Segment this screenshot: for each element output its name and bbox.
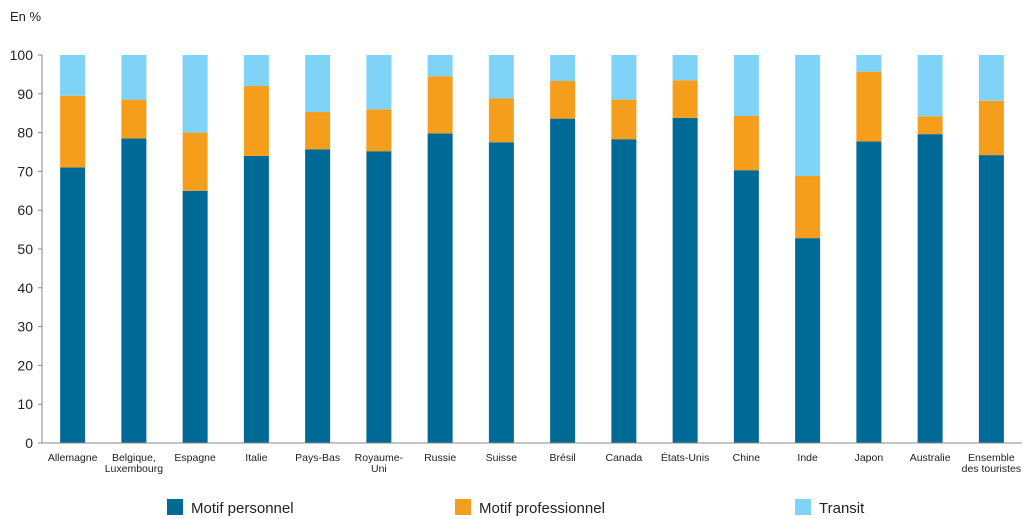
bar-segment-3: [733, 55, 759, 116]
x-tick-label: Brésil: [549, 452, 575, 464]
bar-segment-3: [60, 55, 86, 96]
bar-segment-3: [488, 55, 514, 99]
bar-segment-3: [550, 55, 576, 81]
bar-segment-1: [305, 149, 331, 443]
bar-segment-3: [611, 55, 637, 100]
x-tick-label: Australie: [910, 452, 951, 464]
x-axis: Allemagne Belgique, Luxembourg Espagne Itali…: [42, 442, 1022, 475]
y-tick-label: 40: [17, 280, 33, 296]
bars: [60, 55, 1004, 444]
x-tick-label: Allemagne: [48, 452, 98, 464]
legend-label: Transit: [819, 500, 865, 517]
bar-segment-1: [121, 138, 147, 444]
y-tick-label: 60: [17, 202, 33, 218]
legend-label: Motif personnel: [191, 500, 294, 517]
x-tick-label: Canada: [605, 452, 642, 464]
bar-segment-1: [366, 151, 392, 443]
y-tick-label: 0: [25, 435, 33, 451]
bar-segment-1: [795, 238, 821, 443]
bar-segment-2: [856, 71, 882, 142]
bar-segment-3: [182, 55, 208, 133]
y-tick-label: 50: [17, 241, 33, 257]
bar-segment-3: [121, 55, 147, 100]
bar-segment-1: [672, 117, 698, 444]
bar-segment-3: [427, 55, 453, 77]
legend-swatch: [167, 499, 183, 515]
bar-segment-2: [305, 112, 331, 150]
legend-swatch: [795, 499, 811, 515]
x-tick-label: Chine: [733, 452, 761, 464]
y-tick-label: 10: [17, 396, 33, 412]
bar-segment-2: [121, 99, 147, 139]
x-tick-label: Belgique, Luxembourg: [105, 452, 164, 475]
y-tick-label: 90: [17, 86, 33, 102]
bar-segment-2: [550, 81, 576, 119]
bar-segment-2: [672, 80, 698, 118]
bar-segment-3: [366, 55, 392, 110]
bar-segment-1: [427, 133, 453, 443]
legend-item: Motif professionnel: [455, 499, 605, 517]
legend-label: Motif professionnel: [479, 500, 605, 517]
bar-segment-2: [917, 116, 943, 135]
bar-segment-2: [488, 98, 514, 143]
bar-segment-1: [60, 167, 86, 443]
bar-segment-1: [733, 170, 759, 444]
y-tick-label: 80: [17, 125, 33, 141]
bar-segment-1: [978, 155, 1004, 443]
bar-segment-2: [60, 95, 86, 168]
bar-segment-1: [856, 141, 882, 443]
bar-segment-3: [243, 55, 269, 87]
x-tick-label: Inde: [797, 452, 818, 464]
x-tick-label: Italie: [245, 452, 267, 464]
bar-segment-2: [733, 115, 759, 171]
x-tick-label: Russie: [424, 452, 456, 464]
y-tick-label: 30: [17, 319, 33, 335]
bar-segment-3: [672, 55, 698, 81]
bar-segment-2: [243, 86, 269, 156]
y-tick-label: 100: [10, 47, 34, 63]
legend: Motif personnel Motif professionnel Transi…: [167, 499, 865, 517]
bar-segment-3: [917, 55, 943, 117]
bar-segment-1: [243, 155, 269, 443]
bar-segment-2: [182, 132, 208, 191]
bar-segment-3: [856, 55, 882, 72]
bar-segment-1: [550, 118, 576, 443]
x-tick-label: Ensemble des touristes: [962, 452, 1022, 475]
x-tick-label: Pays-Bas: [295, 452, 340, 464]
legend-swatch: [455, 499, 471, 515]
x-tick-label: Royaume-Uni: [355, 452, 404, 475]
x-tick-label: Japon: [855, 452, 884, 464]
y-axis: 0 10 20 30 40 50 60 70 80 90 100: [10, 47, 43, 451]
bar-segment-1: [488, 142, 514, 444]
bar-segment-2: [978, 100, 1004, 156]
bar-segment-3: [795, 55, 821, 177]
legend-item: Transit: [795, 499, 865, 517]
y-tick-label: 20: [17, 357, 33, 373]
x-tick-label: Suisse: [486, 452, 518, 464]
bar-segment-3: [305, 55, 331, 113]
x-tick-label: États-Unis: [661, 451, 709, 464]
bar-segment-2: [795, 176, 821, 239]
bar-segment-1: [917, 134, 943, 443]
legend-item: Motif personnel: [167, 499, 294, 517]
bar-segment-2: [366, 109, 392, 152]
bar-segment-1: [611, 139, 637, 443]
bar-segment-1: [182, 190, 208, 443]
bar-segment-2: [611, 99, 637, 140]
bar-segment-3: [978, 55, 1004, 101]
unit-label: En %: [10, 9, 42, 24]
y-tick-label: 70: [17, 163, 33, 179]
x-tick-label: Espagne: [174, 452, 216, 464]
bar-segment-2: [427, 76, 453, 134]
